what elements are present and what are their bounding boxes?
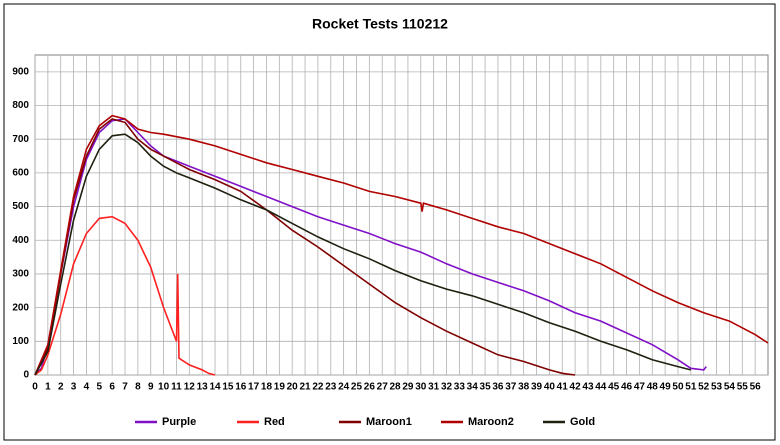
x-tick-label: 32 bbox=[441, 382, 453, 393]
x-tick-label: 22 bbox=[312, 382, 324, 393]
x-tick-label: 52 bbox=[698, 382, 710, 393]
x-tick-label: 36 bbox=[492, 382, 504, 393]
x-tick-label: 18 bbox=[261, 382, 273, 393]
legend-text: Purple bbox=[162, 416, 196, 428]
y-tick-label: 0 bbox=[23, 370, 29, 381]
y-tick-label: 200 bbox=[12, 302, 29, 313]
y-tick-label: 300 bbox=[12, 269, 29, 280]
y-tick-label: 900 bbox=[12, 66, 29, 77]
x-tick-label: 12 bbox=[184, 382, 196, 393]
x-tick-label: 7 bbox=[122, 382, 128, 393]
series-line bbox=[34, 133, 691, 376]
x-tick-label: 56 bbox=[750, 382, 762, 393]
legend-text: Red bbox=[264, 416, 285, 428]
x-tick-label: 11 bbox=[171, 382, 182, 393]
x-tick-label: 27 bbox=[377, 382, 389, 393]
x-tick-label: 1 bbox=[45, 382, 51, 393]
x-tick-label: 8 bbox=[135, 382, 141, 393]
x-tick-label: 13 bbox=[197, 382, 209, 393]
x-tick-label: 43 bbox=[582, 382, 594, 393]
legend-text: Maroon1 bbox=[366, 416, 412, 428]
y-tick-label: 700 bbox=[12, 134, 29, 145]
legend-text: Maroon2 bbox=[468, 416, 514, 428]
x-tick-label: 26 bbox=[364, 382, 376, 393]
legend-text: Gold bbox=[570, 416, 595, 428]
x-tick-label: 48 bbox=[647, 382, 659, 393]
x-tick-label: 49 bbox=[660, 382, 672, 393]
x-tick-label: 2 bbox=[58, 382, 64, 393]
series-line bbox=[34, 118, 707, 376]
x-tick-label: 55 bbox=[737, 382, 749, 393]
x-tick-label: 33 bbox=[454, 382, 466, 393]
x-tick-label: 0 bbox=[32, 382, 38, 393]
x-tick-label: 34 bbox=[467, 382, 479, 393]
x-tick-label: 15 bbox=[222, 382, 234, 393]
x-tick-label: 41 bbox=[557, 382, 569, 393]
x-tick-label: 5 bbox=[97, 382, 103, 393]
x-tick-label: 20 bbox=[287, 382, 299, 393]
x-tick-label: 17 bbox=[248, 382, 260, 393]
x-tick-label: 16 bbox=[235, 382, 247, 393]
x-tick-label: 31 bbox=[428, 382, 440, 393]
x-tick-label: 25 bbox=[351, 382, 363, 393]
chart-title: Rocket Tests 110212 bbox=[312, 16, 448, 32]
x-tick-label: 40 bbox=[544, 382, 556, 393]
y-tick-label: 400 bbox=[12, 235, 29, 246]
x-tick-label: 9 bbox=[148, 382, 154, 393]
x-tick-label: 38 bbox=[518, 382, 530, 393]
plot-area bbox=[34, 54, 769, 376]
y-tick-label: 600 bbox=[12, 168, 29, 179]
x-tick-label: 4 bbox=[84, 382, 90, 393]
x-tick-label: 19 bbox=[274, 382, 286, 393]
series-line bbox=[34, 118, 576, 376]
x-tick-label: 14 bbox=[209, 382, 221, 393]
x-tick-label: 6 bbox=[109, 382, 115, 393]
x-tick-label: 50 bbox=[672, 382, 684, 393]
x-tick-label: 51 bbox=[685, 382, 697, 393]
x-tick-label: 10 bbox=[158, 382, 170, 393]
x-tick-label: 37 bbox=[505, 382, 517, 393]
x-tick-label: 42 bbox=[570, 382, 582, 393]
x-tick-label: 30 bbox=[415, 382, 427, 393]
x-tick-label: 44 bbox=[595, 382, 607, 393]
x-tick-label: 29 bbox=[402, 382, 414, 393]
x-tick-label: 45 bbox=[608, 382, 620, 393]
x-tick-label: 24 bbox=[338, 382, 350, 393]
y-tick-label: 800 bbox=[12, 100, 29, 111]
x-tick-label: 39 bbox=[531, 382, 543, 393]
y-tick-label: 500 bbox=[12, 201, 29, 212]
x-tick-label: 54 bbox=[724, 382, 736, 393]
x-tick-label: 47 bbox=[634, 382, 646, 393]
x-tick-label: 23 bbox=[325, 382, 337, 393]
x-tick-label: 21 bbox=[299, 382, 311, 393]
x-tick-label: 35 bbox=[480, 382, 492, 393]
x-tick-label: 3 bbox=[71, 382, 77, 393]
series-line bbox=[34, 114, 769, 376]
x-tick-label: 53 bbox=[711, 382, 723, 393]
x-tick-label: 28 bbox=[390, 382, 402, 393]
x-tick-label: 46 bbox=[621, 382, 633, 393]
series-line bbox=[34, 215, 216, 376]
y-tick-label: 100 bbox=[12, 336, 29, 347]
